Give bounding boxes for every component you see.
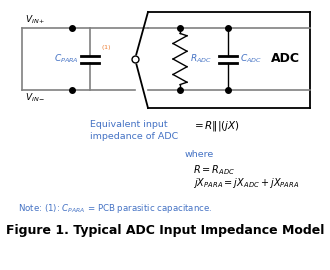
Text: Figure 1. Typical ADC Input Impedance Model: Figure 1. Typical ADC Input Impedance Mo… <box>6 224 324 237</box>
Text: ${}^{(1)}$: ${}^{(1)}$ <box>101 45 112 53</box>
Text: $C_{ADC}$: $C_{ADC}$ <box>240 53 262 65</box>
Text: impedance of ADC: impedance of ADC <box>90 132 178 141</box>
Text: $V_{IN+}$: $V_{IN+}$ <box>25 14 46 26</box>
Text: ADC: ADC <box>271 52 300 66</box>
Text: $R = R_{ADC}$: $R = R_{ADC}$ <box>193 163 235 177</box>
Text: $C_{PARA}$: $C_{PARA}$ <box>54 53 79 65</box>
Text: $jX_{PARA} = jX_{ADC} + jX_{PARA}$: $jX_{PARA} = jX_{ADC} + jX_{PARA}$ <box>193 176 299 190</box>
Text: Note: (1): $C_{PARA}$ = PCB parasitic capacitance.: Note: (1): $C_{PARA}$ = PCB parasitic ca… <box>18 202 213 215</box>
Text: where: where <box>185 150 214 159</box>
Text: $V_{IN-}$: $V_{IN-}$ <box>25 92 46 104</box>
Text: $= R\||(jX)$: $= R\||(jX)$ <box>192 119 240 133</box>
Text: $R_{ADC}$: $R_{ADC}$ <box>190 53 212 65</box>
Text: Equivalent input: Equivalent input <box>90 120 168 129</box>
